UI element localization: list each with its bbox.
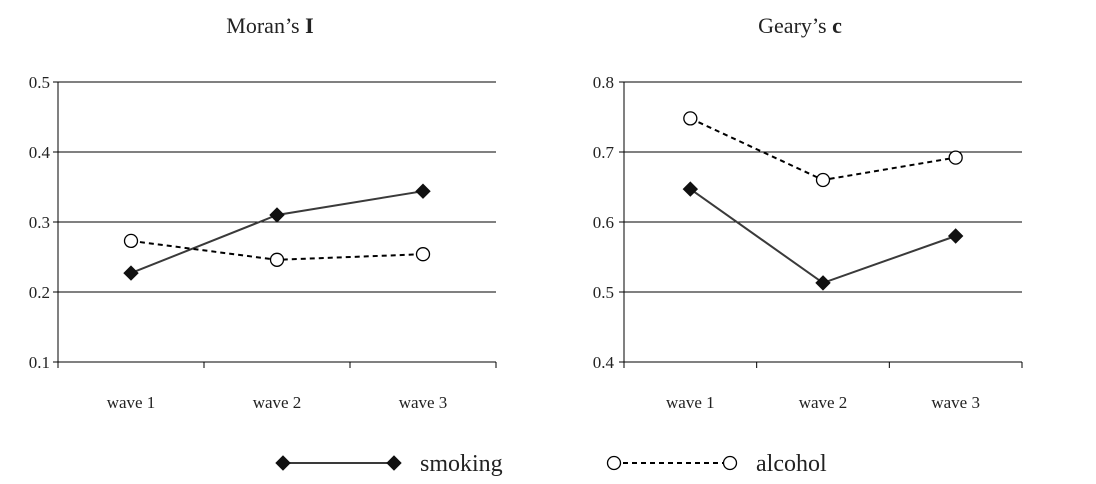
legend-alcohol-marker xyxy=(606,455,622,471)
alcohol-data-point xyxy=(269,252,285,267)
legend-alcohol-label: alcohol xyxy=(756,451,827,477)
y-tick-label: 0.5 xyxy=(593,283,614,302)
legend: smoking alcohol xyxy=(275,451,827,477)
x-category-label: wave 2 xyxy=(799,393,848,412)
alcohol-data-point xyxy=(415,247,431,262)
alcohol-data-point xyxy=(948,150,963,165)
alcohol-data-point xyxy=(815,172,831,188)
legend-smoking-marker xyxy=(275,455,291,471)
y-tick-label: 0.6 xyxy=(593,213,614,232)
smoking-data-point xyxy=(415,183,431,199)
smoking-series-line xyxy=(689,188,956,285)
smoking-data-point xyxy=(269,207,285,223)
x-category-label: wave 3 xyxy=(399,393,448,412)
alcohol-data-point xyxy=(683,111,698,126)
legend-smoking-label: smoking xyxy=(420,451,503,477)
morans-i-panel: Moran’s I 0.1 0.2 0.3 0.4 0.5 wave 1 wave 2 wav… xyxy=(29,13,497,412)
morans-i-title: Moran’s I xyxy=(226,13,313,38)
alcohol-series-line xyxy=(689,117,956,182)
y-tick-label: 0.8 xyxy=(593,73,614,92)
y-tick-label: 0.4 xyxy=(593,353,615,372)
alcohol-data-point xyxy=(123,233,139,249)
y-tick-label: 0.1 xyxy=(29,353,50,372)
y-tick-label: 0.4 xyxy=(29,143,51,162)
legend-alcohol-marker xyxy=(722,455,738,471)
smoking-data-point xyxy=(947,228,964,244)
y-tick-label: 0.7 xyxy=(593,143,615,162)
legend-smoking-marker xyxy=(386,455,402,471)
smoking-data-point xyxy=(682,181,699,197)
x-category-label: wave 1 xyxy=(666,393,715,412)
x-category-label: wave 2 xyxy=(253,393,302,412)
gearys-c-title: Geary’s c xyxy=(758,13,842,38)
x-category-label: wave 3 xyxy=(931,393,980,412)
y-tick-label: 0.5 xyxy=(29,73,50,92)
gearys-c-panel: Geary’s c 0.4 0.5 0.6 0.7 0.8 wave 1 wave 2 wav… xyxy=(593,13,1023,412)
x-category-label: wave 1 xyxy=(107,393,156,412)
y-tick-label: 0.2 xyxy=(29,283,50,302)
y-tick-label: 0.3 xyxy=(29,213,50,232)
smoking-data-point xyxy=(123,265,139,281)
smoking-data-point xyxy=(815,275,831,291)
